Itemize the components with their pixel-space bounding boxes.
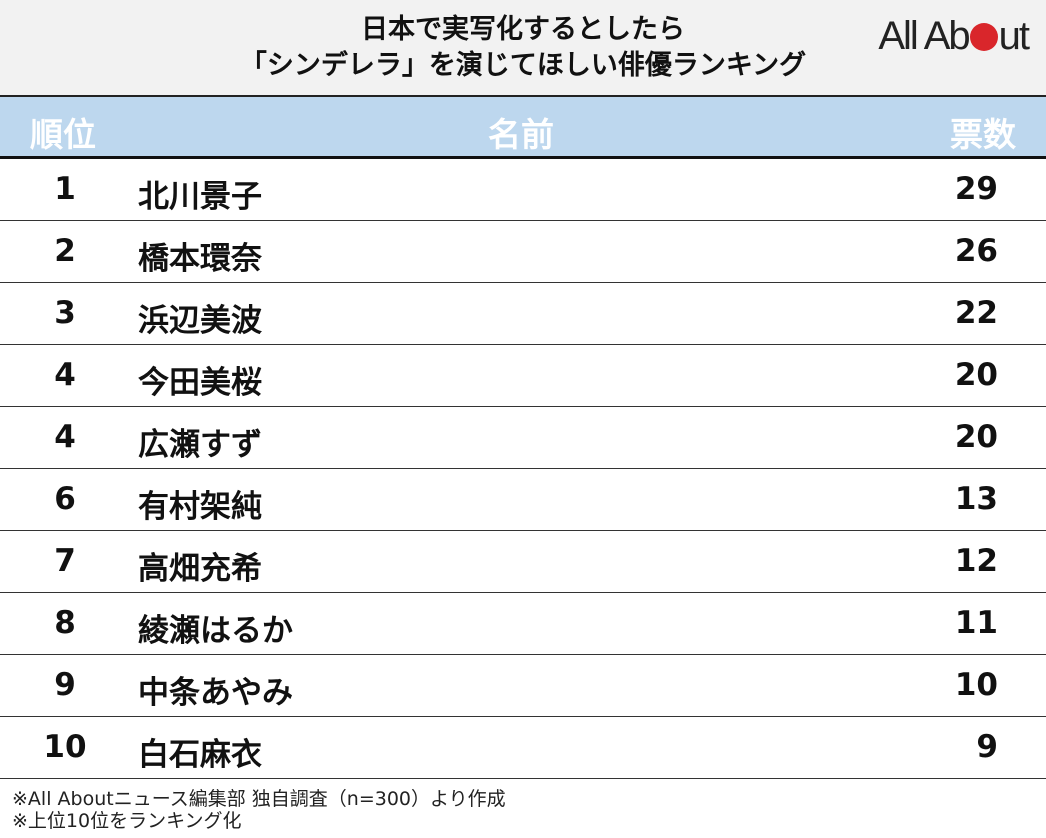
table-row: 6 有村架純 13: [0, 469, 1046, 531]
cell-rank: 2: [54, 233, 76, 269]
cell-name: 橋本環奈: [138, 241, 262, 277]
cell-name: 綾瀬はるか: [138, 613, 293, 649]
header-name: 名前: [488, 115, 554, 154]
footnote: ※上位10位をランキング化: [12, 810, 242, 832]
cell-name: 中条あやみ: [138, 675, 293, 711]
cell-rank: 6: [54, 481, 76, 517]
header-votes: 票数: [950, 115, 1016, 154]
table-row: 3 浜辺美波 22: [0, 283, 1046, 345]
footnotes: ※All Aboutニュース編集部 独自調査（n=300）より作成 ※上位10位…: [12, 788, 506, 832]
cell-name: 浜辺美波: [138, 303, 262, 339]
logo-text: All Ab: [878, 14, 970, 58]
page-title: 日本で実写化するとしたら 「シンデレラ」を演じてほしい俳優ランキング: [0, 12, 1046, 84]
cell-rank: 4: [54, 419, 76, 455]
header-rank: 順位: [30, 115, 96, 154]
all-about-logo: All Ab ut: [878, 14, 1030, 59]
cell-rank: 8: [54, 605, 76, 641]
cell-votes: 11: [954, 605, 998, 641]
cell-votes: 20: [954, 419, 998, 455]
cell-rank: 9: [54, 667, 76, 703]
title-area: 日本で実写化するとしたら 「シンデレラ」を演じてほしい俳優ランキング All A…: [0, 0, 1046, 97]
logo-text: ut: [998, 14, 1030, 58]
title-line-2: 「シンデレラ」を演じてほしい俳優ランキング: [239, 50, 807, 81]
table-row: 1 北川景子 29: [0, 159, 1046, 221]
table-row: 2 橋本環奈 26: [0, 221, 1046, 283]
cell-rank: 7: [54, 543, 76, 579]
title-line-1: 日本で実写化するとしたら: [361, 14, 685, 45]
table-row: 4 広瀬すず 20: [0, 407, 1046, 469]
cell-votes: 13: [954, 481, 998, 517]
table-row: 8 綾瀬はるか 11: [0, 593, 1046, 655]
cell-name: 有村架純: [138, 489, 262, 525]
table-header: 順位 名前 票数: [0, 97, 1046, 159]
cell-name: 北川景子: [138, 179, 262, 215]
cell-votes: 10: [954, 667, 998, 703]
footnote: ※All Aboutニュース編集部 独自調査（n=300）より作成: [12, 788, 506, 810]
cell-votes: 29: [954, 171, 998, 207]
cell-name: 高畑充希: [138, 551, 262, 587]
cell-votes: 26: [954, 233, 998, 269]
table-row: 9 中条あやみ 10: [0, 655, 1046, 717]
cell-votes: 20: [954, 357, 998, 393]
cell-rank: 3: [54, 295, 76, 331]
cell-votes: 9: [976, 729, 998, 765]
cell-rank: 10: [43, 729, 87, 765]
cell-rank: 4: [54, 357, 76, 393]
cell-name: 今田美桜: [138, 365, 262, 401]
cell-votes: 12: [954, 543, 998, 579]
cell-name: 広瀬すず: [138, 427, 262, 463]
table-row: 10 白石麻衣 9: [0, 717, 1046, 779]
cell-votes: 22: [954, 295, 998, 331]
logo-dot-icon: [969, 22, 998, 51]
table-row: 7 高畑充希 12: [0, 531, 1046, 593]
cell-name: 白石麻衣: [138, 737, 262, 773]
table-row: 4 今田美桜 20: [0, 345, 1046, 407]
cell-rank: 1: [54, 171, 76, 207]
